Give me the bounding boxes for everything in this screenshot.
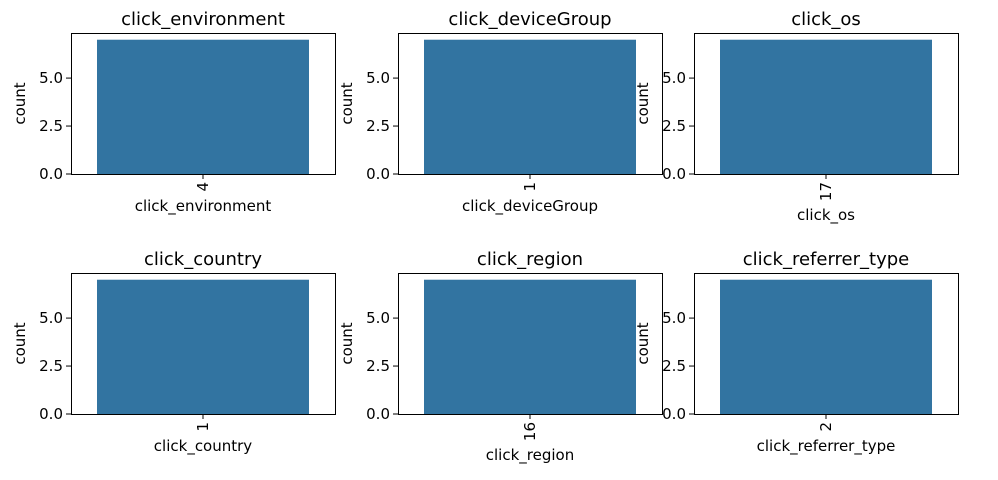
- y-axis-label: count: [338, 82, 356, 124]
- y-tick-label: 2.5: [39, 117, 63, 135]
- x-tick-label: 4: [194, 182, 212, 192]
- bar: [424, 279, 636, 414]
- y-axis-label: count: [634, 82, 652, 124]
- plot-frame: [694, 33, 959, 175]
- x-tick-label: 1: [194, 422, 212, 432]
- x-tick-label: 16: [521, 422, 539, 441]
- y-tick-label: 0.0: [39, 165, 63, 183]
- bar: [720, 279, 932, 414]
- bar: [97, 39, 309, 174]
- chart-title: click_referrer_type: [743, 249, 909, 270]
- chart-title: click_country: [144, 249, 262, 270]
- x-axis-label: click_deviceGroup: [462, 197, 598, 216]
- y-axis-label: count: [338, 322, 356, 364]
- y-tick-label: 2.5: [366, 357, 390, 375]
- y-tick-label: 5.0: [39, 309, 63, 327]
- chart-title: click_environment: [121, 9, 285, 30]
- y-tick-label: 0.0: [662, 165, 686, 183]
- y-axis-label: count: [11, 322, 29, 364]
- x-tick-label: 17: [817, 182, 835, 201]
- y-tick-label: 2.5: [662, 357, 686, 375]
- chart-title: click_deviceGroup: [448, 9, 611, 30]
- plot-frame: [71, 33, 336, 175]
- plot-frame: [398, 273, 663, 415]
- y-tick-label: 0.0: [662, 405, 686, 423]
- y-axis-label: count: [11, 82, 29, 124]
- chart-title: click_region: [477, 249, 583, 270]
- plot-frame: [694, 273, 959, 415]
- x-tick-label: 2: [817, 422, 835, 432]
- x-axis-label: click_region: [486, 446, 574, 465]
- x-axis-label: click_referrer_type: [757, 437, 896, 456]
- y-tick-label: 0.0: [39, 405, 63, 423]
- y-tick-label: 5.0: [366, 69, 390, 87]
- plot-frame: [71, 273, 336, 415]
- x-axis-label: click_environment: [135, 197, 272, 216]
- y-tick-label: 0.0: [366, 405, 390, 423]
- bar: [720, 39, 932, 174]
- y-axis-label: count: [634, 322, 652, 364]
- y-tick-label: 2.5: [39, 357, 63, 375]
- bar: [424, 39, 636, 174]
- plot-frame: [398, 33, 663, 175]
- y-tick-label: 5.0: [662, 309, 686, 327]
- y-tick-label: 5.0: [39, 69, 63, 87]
- y-tick-label: 5.0: [366, 309, 390, 327]
- y-tick-label: 5.0: [662, 69, 686, 87]
- x-tick-label: 1: [521, 182, 539, 192]
- chart-title: click_os: [791, 9, 861, 30]
- x-axis-label: click_os: [797, 206, 855, 225]
- y-tick-label: 2.5: [366, 117, 390, 135]
- x-axis-label: click_country: [154, 437, 253, 456]
- y-tick-label: 0.0: [366, 165, 390, 183]
- bar: [97, 279, 309, 414]
- y-tick-label: 2.5: [662, 117, 686, 135]
